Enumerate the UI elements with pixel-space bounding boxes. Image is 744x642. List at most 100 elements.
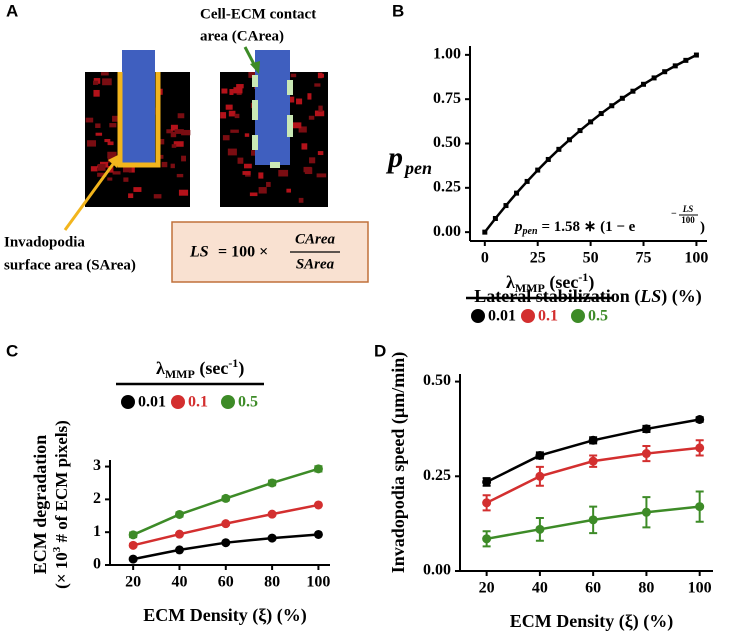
- ecm-pixel: [307, 93, 312, 100]
- ecm-pixel: [171, 144, 177, 148]
- point: [503, 203, 509, 209]
- legend-marker: [471, 309, 485, 323]
- ecm-pixel: [249, 192, 258, 197]
- panel-label: C: [6, 341, 18, 360]
- point: [174, 545, 184, 555]
- ecm-pixel: [109, 123, 117, 128]
- point: [588, 456, 598, 466]
- point: [482, 498, 492, 508]
- text-part: ): [238, 358, 244, 379]
- point: [535, 524, 545, 534]
- text-part: ): [588, 272, 594, 293]
- x-tick-label: 20: [479, 580, 495, 597]
- point: [662, 69, 668, 75]
- text-part: LS: [639, 286, 661, 306]
- ecm-pixel: [181, 129, 191, 136]
- annotation: surface area (SArea): [4, 257, 136, 273]
- ecm-pixel: [290, 73, 297, 78]
- y-tick-label: 0.50: [433, 134, 461, 151]
- arrowhead: [250, 61, 260, 74]
- ecm-pixel: [227, 148, 237, 156]
- arrowhead: [108, 154, 120, 168]
- ecm-pixel: [296, 98, 303, 105]
- point: [313, 529, 323, 539]
- ecm-pixel: [157, 138, 165, 145]
- text-part: pen: [522, 226, 538, 237]
- ecm-pixel: [85, 117, 94, 123]
- ecm-pixel: [228, 110, 236, 117]
- y-tick-label: 0.75: [433, 90, 461, 107]
- ecm-pixel: [93, 80, 99, 85]
- point: [695, 414, 705, 424]
- formula-text: = 100 ×: [218, 244, 268, 261]
- point: [619, 95, 625, 101]
- point: [588, 435, 598, 445]
- annotation: 100: [681, 215, 695, 225]
- text-part: # of ECM pixels): [52, 420, 71, 547]
- annotation: ppen = 1.58 ∗ (1 − e: [513, 219, 636, 237]
- ecm-pixel: [128, 165, 135, 173]
- ecm-pixel: [317, 72, 323, 79]
- ecm-pixel: [292, 122, 302, 129]
- series-line: [483, 53, 697, 233]
- point: [313, 464, 323, 474]
- point: [482, 477, 492, 487]
- legend-marker: [171, 395, 185, 409]
- y-tick-label: 0.00: [433, 223, 461, 240]
- point: [535, 450, 545, 460]
- point: [609, 103, 615, 109]
- formula-text: CArea: [295, 231, 336, 247]
- x-tick-label: 80: [264, 574, 280, 591]
- ecm-pixel: [314, 83, 321, 87]
- legend-marker: [571, 309, 585, 323]
- ecm-pixel: [236, 84, 244, 89]
- ecm-pixel: [220, 112, 227, 119]
- ecm-pixel: [161, 161, 168, 168]
- point: [556, 146, 562, 152]
- legend-label: 0.01: [138, 394, 166, 411]
- text-part: (× 10: [52, 552, 71, 589]
- y-axis-title: p: [385, 141, 403, 174]
- x-tick-label: 60: [218, 574, 234, 591]
- text-part: (sec: [195, 358, 228, 379]
- ecm-pixel: [225, 104, 233, 110]
- annotation: ): [700, 219, 705, 235]
- ecm-pixel: [278, 169, 289, 177]
- ecm-pixel: [158, 154, 164, 159]
- point: [128, 530, 138, 540]
- x-axis-title: ECM Density (ξ) (%): [510, 611, 674, 632]
- ecm-pixel: [258, 187, 267, 194]
- point: [535, 167, 541, 173]
- x-tick-label: 40: [171, 574, 187, 591]
- y-tick-label: 1: [93, 523, 101, 540]
- legend-marker: [221, 395, 235, 409]
- y-axis-title-sub: pen: [403, 158, 432, 178]
- point: [588, 119, 594, 125]
- ecm-pixel: [309, 157, 316, 164]
- ecm-pixel: [90, 166, 98, 172]
- point: [695, 502, 705, 512]
- ecm-pixel: [286, 188, 291, 193]
- point: [221, 493, 231, 503]
- x-axis-title: Lateral stabilization (LS) (%): [474, 286, 701, 307]
- point: [566, 137, 572, 143]
- text-part: λ: [156, 358, 165, 378]
- ecm-pixel: [97, 172, 107, 177]
- invadopodium: [122, 50, 155, 165]
- point: [695, 443, 705, 453]
- ecm-pixel: [107, 177, 113, 181]
- point: [577, 128, 583, 134]
- legend-title: λMMP (sec-1): [156, 356, 244, 381]
- point: [641, 81, 647, 87]
- ecm-pixel: [166, 129, 173, 134]
- point: [693, 52, 699, 58]
- y-tick-label: 1.00: [433, 46, 461, 63]
- ecm-pixel: [258, 172, 264, 179]
- point: [535, 471, 545, 481]
- point: [482, 534, 492, 544]
- annotation: Invadopodia: [4, 234, 85, 250]
- point: [267, 533, 277, 543]
- point: [221, 538, 231, 548]
